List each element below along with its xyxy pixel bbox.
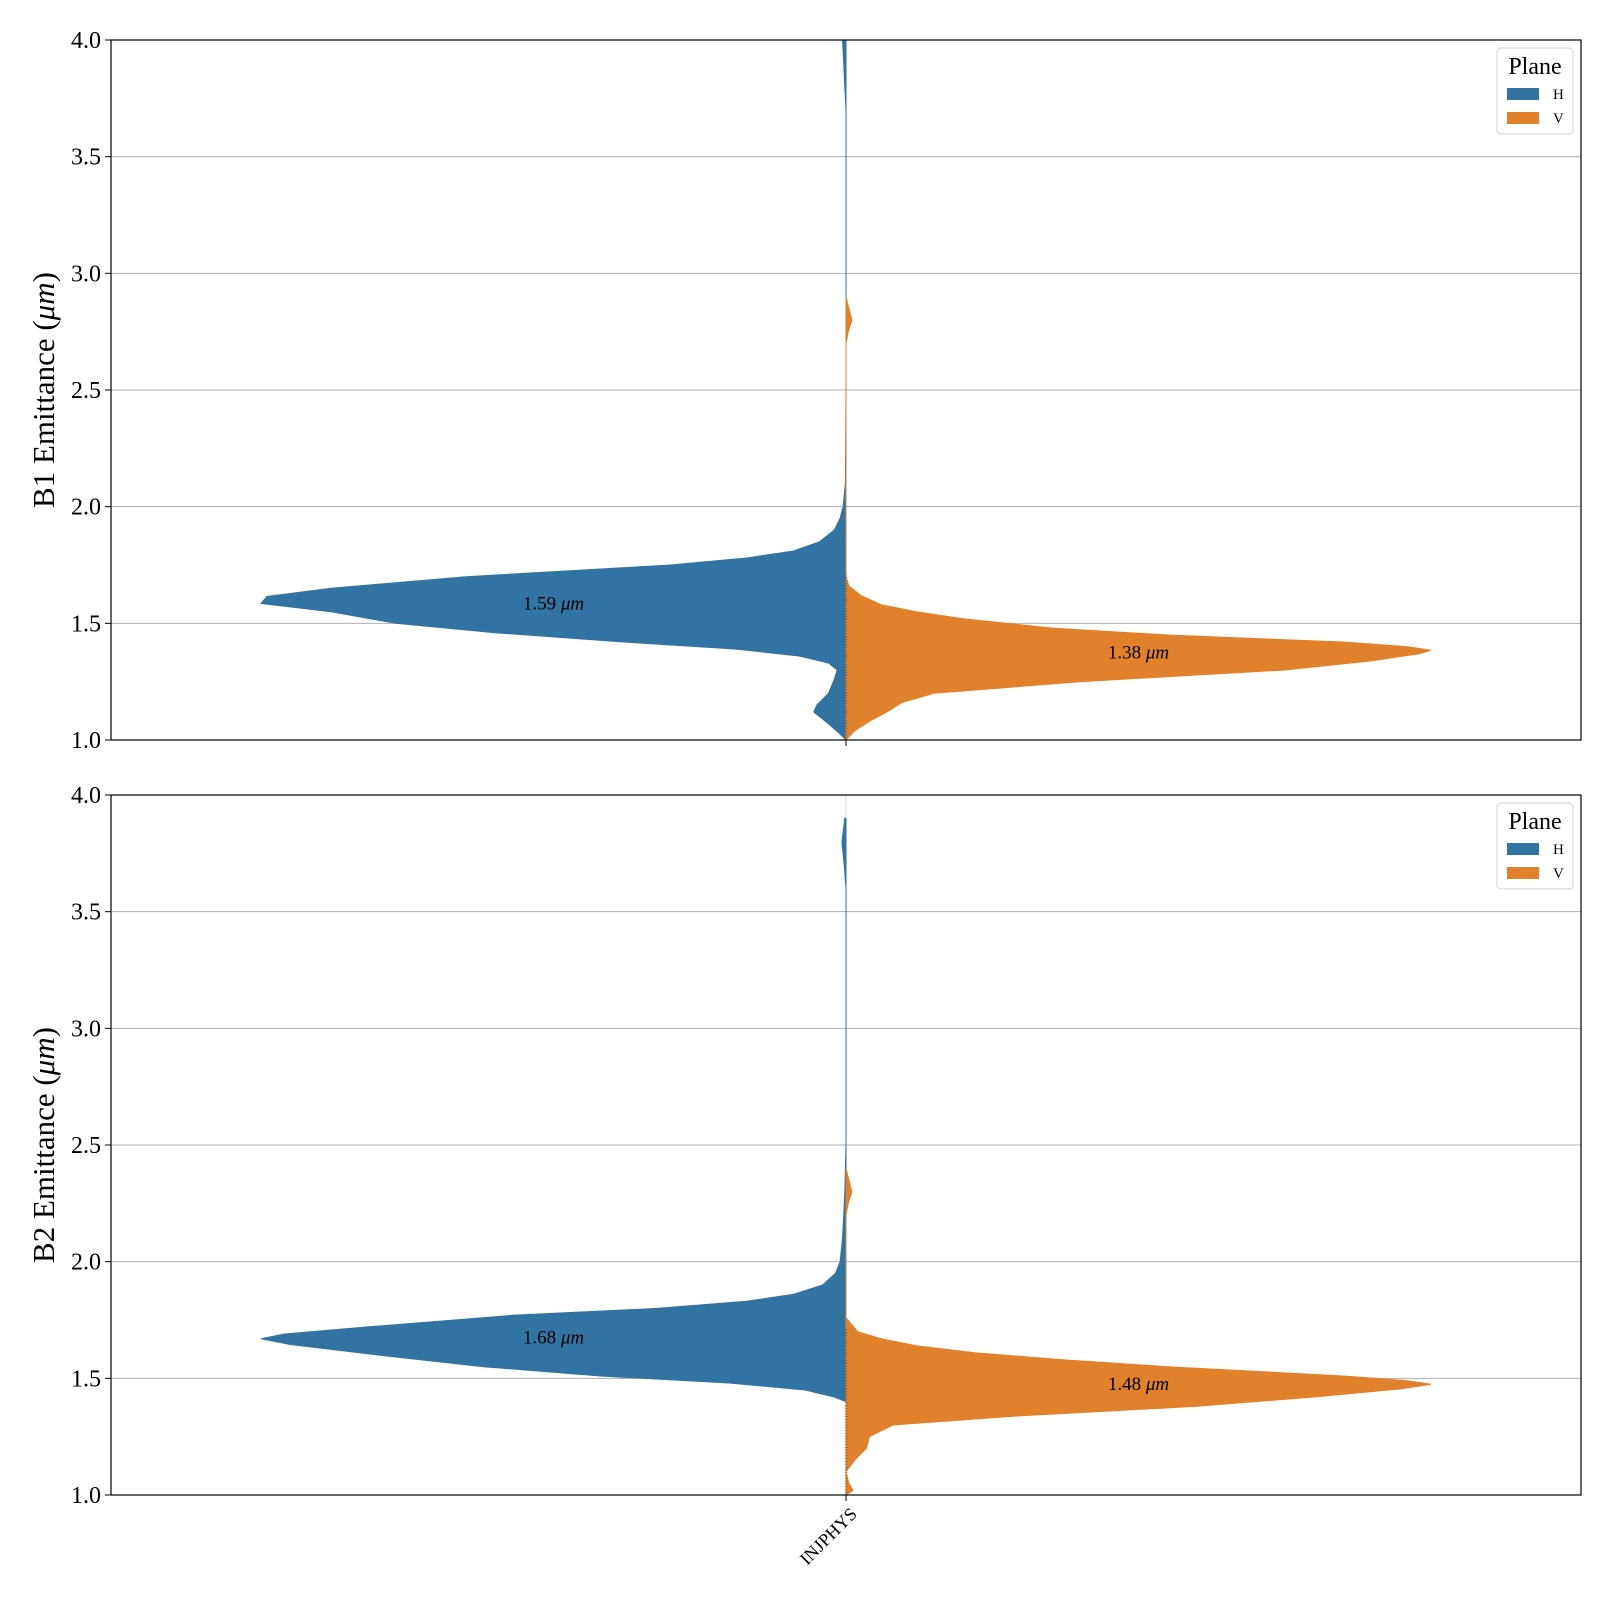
legend-label-V: V [1553, 111, 1564, 127]
median-label-value: 1.68 [523, 1327, 556, 1348]
median-label-value: 1.48 [1108, 1374, 1141, 1395]
median-label-V: 1.48 μm [1108, 1374, 1169, 1395]
y-tick-label: 3.5 [71, 145, 101, 171]
legend-swatch-V [1507, 112, 1539, 124]
median-label-H: 1.68 μm [523, 1327, 584, 1348]
violin-half-V [845, 296, 1432, 742]
median-label-H: 1.59 μm [523, 593, 584, 614]
y-axis-title-close: ) [26, 272, 61, 282]
legend-swatch-V [1507, 867, 1539, 879]
violin-inner-sticks [844, 1329, 848, 1496]
violin-half-V [845, 1168, 1432, 1496]
legend-label-H: H [1553, 842, 1564, 858]
legend-label-H: H [1553, 87, 1564, 103]
legend: Plane HV [1496, 802, 1574, 890]
y-tick-label: 1.5 [71, 611, 101, 637]
y-tick-label: 1.5 [71, 1366, 101, 1392]
y-tick-label: 2.5 [71, 1133, 101, 1159]
legend: Plane HV [1496, 47, 1574, 135]
y-tick-label: 3.0 [71, 1016, 101, 1042]
y-tick-label: 4.0 [71, 783, 101, 809]
median-label-unit: μm [1145, 1374, 1169, 1395]
legend-title: Plane [1508, 54, 1561, 80]
y-tick-label: 2.0 [71, 495, 101, 521]
median-label-unit: μm [560, 593, 584, 614]
y-axis-title: B2 Emittance (μm) [26, 1027, 61, 1263]
y-tick-label: 3.0 [71, 261, 101, 287]
x-tick-label: INJPHYS [796, 1504, 861, 1569]
y-tick-label: 2.5 [71, 378, 101, 404]
y-axis-title-unit: μm [26, 282, 61, 321]
y-axis-title-unit: μm [26, 1037, 61, 1076]
y-tick-label: 3.5 [71, 900, 101, 926]
legend-swatch-H [1507, 843, 1539, 855]
median-label-value: 1.59 [523, 593, 556, 614]
y-tick-label: 1.0 [71, 1483, 101, 1509]
median-label-value: 1.38 [1108, 642, 1141, 663]
y-tick-label: 4.0 [71, 28, 101, 54]
median-label-V: 1.38 μm [1108, 642, 1169, 663]
legend-swatch-H [1507, 88, 1539, 100]
y-axis-title-close: ) [26, 1027, 61, 1037]
y-axis-title-text: B2 Emittance ( [26, 1075, 61, 1263]
y-tick-label: 1.0 [71, 728, 101, 754]
violin-half-H [260, 39, 847, 742]
median-label-unit: μm [560, 1327, 584, 1348]
y-axis-title: B1 Emittance (μm) [26, 272, 61, 508]
violin-inner-sticks [844, 574, 848, 741]
y-tick-label: 2.0 [71, 1250, 101, 1276]
legend-label-V: V [1553, 866, 1564, 882]
y-axis-title-text: B1 Emittance ( [26, 320, 61, 508]
violin-half-H [260, 817, 847, 1403]
legend-title: Plane [1508, 809, 1561, 835]
median-label-unit: μm [1145, 642, 1169, 663]
